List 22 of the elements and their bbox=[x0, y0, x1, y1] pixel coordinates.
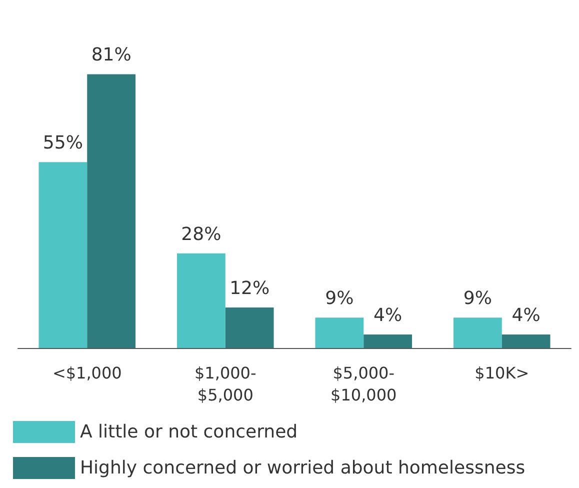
bar bbox=[87, 74, 136, 348]
legend-label: Highly concerned or worried about homelessness bbox=[80, 458, 526, 478]
bar bbox=[315, 318, 364, 348]
bar bbox=[38, 162, 88, 348]
bar bbox=[453, 318, 502, 348]
data-label: 4% bbox=[512, 304, 540, 326]
data-label: 4% bbox=[374, 304, 402, 326]
bar bbox=[176, 253, 226, 348]
bar bbox=[364, 334, 412, 348]
data-label: 9% bbox=[325, 288, 354, 310]
bar bbox=[502, 334, 550, 348]
data-label: 9% bbox=[463, 288, 492, 310]
x-tick-label: $10K> bbox=[474, 364, 530, 382]
legend-label: A little or not concerned bbox=[80, 422, 298, 442]
x-tick-label: <$1,000 bbox=[52, 364, 122, 382]
data-label: 28% bbox=[181, 224, 222, 245]
data-label: 55% bbox=[42, 132, 83, 154]
data-label: 12% bbox=[230, 278, 270, 299]
x-tick-label: $5,000-$10,000 bbox=[330, 364, 397, 404]
data-label: 81% bbox=[91, 44, 132, 66]
bar bbox=[225, 307, 274, 348]
x-tick-label: $1,000-$5,000 bbox=[194, 364, 256, 404]
